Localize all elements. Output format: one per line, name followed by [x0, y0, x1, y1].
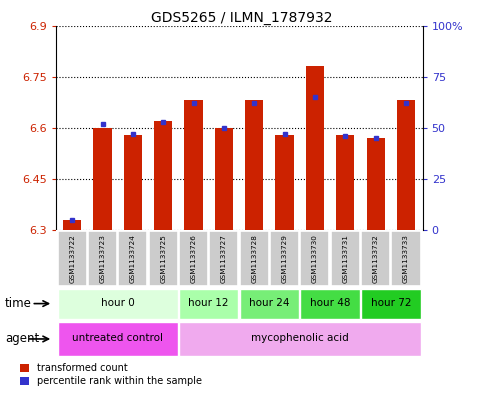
FancyBboxPatch shape [331, 231, 360, 286]
Bar [275, 134, 294, 230]
Bar [397, 101, 415, 230]
FancyBboxPatch shape [270, 231, 299, 286]
FancyBboxPatch shape [88, 231, 117, 286]
Bar [185, 101, 203, 230]
Bar [124, 134, 142, 230]
Text: hour 12: hour 12 [188, 298, 229, 308]
Bar [63, 220, 81, 230]
Text: GSM1133730: GSM1133730 [312, 234, 318, 283]
FancyBboxPatch shape [391, 231, 421, 286]
FancyBboxPatch shape [209, 231, 239, 286]
Text: untreated control: untreated control [72, 333, 163, 343]
Text: GDS5265 / ILMN_1787932: GDS5265 / ILMN_1787932 [151, 11, 332, 25]
Bar [336, 134, 355, 230]
Text: GSM1133728: GSM1133728 [251, 234, 257, 283]
FancyBboxPatch shape [179, 231, 208, 286]
Bar [367, 138, 384, 230]
FancyBboxPatch shape [118, 231, 147, 286]
Text: hour 72: hour 72 [370, 298, 411, 308]
Bar [306, 66, 324, 230]
Bar [94, 128, 112, 230]
FancyBboxPatch shape [57, 288, 178, 319]
Bar [245, 101, 263, 230]
Text: GSM1133733: GSM1133733 [403, 234, 409, 283]
Text: GSM1133723: GSM1133723 [99, 234, 106, 283]
Text: GSM1133724: GSM1133724 [130, 234, 136, 283]
FancyBboxPatch shape [361, 231, 390, 286]
Text: GSM1133732: GSM1133732 [372, 234, 379, 283]
Text: GSM1133726: GSM1133726 [191, 234, 197, 283]
FancyBboxPatch shape [240, 231, 269, 286]
Text: agent: agent [5, 332, 39, 345]
Text: mycophenolic acid: mycophenolic acid [251, 333, 349, 343]
Text: hour 24: hour 24 [249, 298, 290, 308]
FancyBboxPatch shape [149, 231, 178, 286]
FancyBboxPatch shape [179, 322, 421, 356]
Bar [215, 128, 233, 230]
Text: GSM1133727: GSM1133727 [221, 234, 227, 283]
FancyBboxPatch shape [57, 231, 87, 286]
FancyBboxPatch shape [300, 288, 360, 319]
Text: GSM1133729: GSM1133729 [282, 234, 287, 283]
FancyBboxPatch shape [57, 322, 178, 356]
Text: GSM1133725: GSM1133725 [160, 234, 166, 283]
Text: time: time [5, 297, 32, 310]
Text: GSM1133731: GSM1133731 [342, 234, 348, 283]
Legend: transformed count, percentile rank within the sample: transformed count, percentile rank withi… [19, 362, 203, 387]
Text: GSM1133722: GSM1133722 [69, 234, 75, 283]
FancyBboxPatch shape [179, 288, 239, 319]
FancyBboxPatch shape [361, 288, 421, 319]
FancyBboxPatch shape [300, 231, 329, 286]
Bar [154, 121, 172, 230]
FancyBboxPatch shape [240, 288, 299, 319]
Text: hour 48: hour 48 [310, 298, 350, 308]
Text: hour 0: hour 0 [101, 298, 135, 308]
